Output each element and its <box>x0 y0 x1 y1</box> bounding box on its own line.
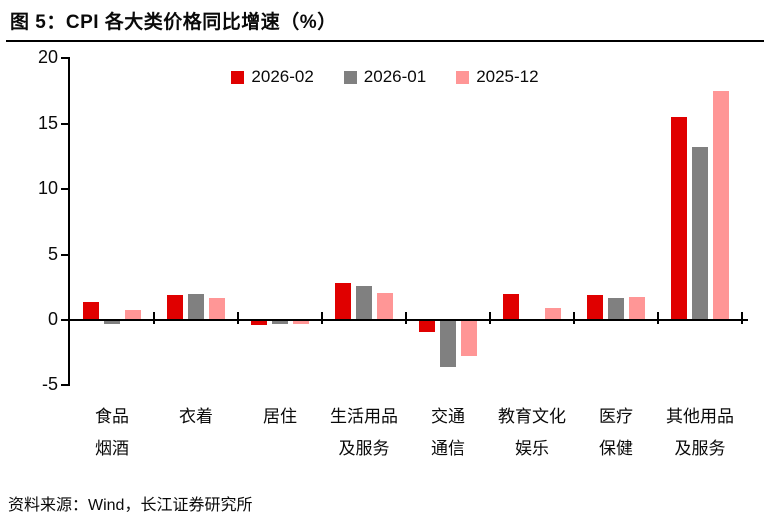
x-axis-category-label: 医疗 保健 <box>599 407 633 458</box>
bar <box>251 321 267 325</box>
y-axis-tick-label: 20 <box>37 47 58 68</box>
bar <box>629 296 645 320</box>
y-axis-tick-label: 0 <box>47 309 58 329</box>
y-axis-tick-label: 5 <box>47 243 58 264</box>
bar <box>587 295 603 320</box>
title-divider <box>6 40 764 42</box>
x-axis-zero-line <box>68 319 748 321</box>
legend-label: 2026-01 <box>363 67 427 86</box>
y-axis-tick <box>61 122 70 125</box>
bar <box>440 321 456 367</box>
x-axis-category-label: 居住 <box>263 407 297 426</box>
x-axis-tick <box>573 312 575 324</box>
bar <box>167 295 183 320</box>
x-axis-category-label: 教育文化 娱乐 <box>498 407 566 458</box>
y-axis-tick-label: 15 <box>37 112 58 133</box>
figure-title: 图 5：CPI 各大类价格同比增速（%） <box>10 12 337 33</box>
bar <box>377 292 393 320</box>
x-axis-tick <box>489 312 491 324</box>
legend-swatch-icon <box>343 70 357 84</box>
bar <box>188 293 204 320</box>
y-axis-tick <box>61 188 70 191</box>
bar <box>692 147 708 320</box>
bar <box>713 91 729 320</box>
source-note: 资料来源：Wind，长江证券研究所 <box>8 497 253 514</box>
bar <box>125 309 141 320</box>
x-axis-category-label: 交通 通信 <box>431 407 465 458</box>
x-axis-category-label: 食品 烟酒 <box>95 407 129 458</box>
bar <box>608 297 624 320</box>
chart-legend: 2026-02 2026-01 2025-12 <box>0 67 770 87</box>
legend-item: 2025-12 <box>456 67 539 87</box>
x-axis-category-label: 生活用品 及服务 <box>330 407 398 458</box>
bar <box>104 321 120 324</box>
x-axis-tick <box>321 312 323 324</box>
y-axis-line <box>68 57 70 386</box>
bar <box>461 321 477 357</box>
bar <box>671 117 687 320</box>
bar <box>545 308 561 320</box>
y-axis-tick <box>61 253 70 256</box>
legend-swatch-icon <box>456 70 470 84</box>
legend-item: 2026-01 <box>343 67 427 87</box>
x-axis-tick <box>741 312 743 324</box>
y-axis-tick <box>61 384 70 387</box>
legend-swatch-icon <box>231 70 245 84</box>
x-axis-tick <box>237 312 239 324</box>
y-axis-tick-label: -5 <box>41 374 58 395</box>
bar <box>272 321 288 324</box>
bar <box>419 321 435 332</box>
x-axis-tick <box>657 312 659 324</box>
x-axis-tick <box>153 312 155 324</box>
bar <box>293 321 309 324</box>
bar <box>503 293 519 320</box>
y-axis-tick <box>61 57 70 60</box>
bar <box>209 297 225 320</box>
x-axis-category-label: 其他用品 及服务 <box>666 407 734 458</box>
legend-label: 2026-02 <box>251 67 314 86</box>
x-axis-tick <box>405 312 407 324</box>
bar <box>356 286 372 320</box>
bar <box>83 301 99 320</box>
y-axis-tick-label: 10 <box>37 178 58 199</box>
y-axis-tick <box>61 319 70 321</box>
legend-label: 2025-12 <box>476 67 539 86</box>
x-axis-category-label: 衣着 <box>179 407 213 426</box>
legend-item: 2026-02 <box>231 67 314 87</box>
bar <box>335 283 351 320</box>
